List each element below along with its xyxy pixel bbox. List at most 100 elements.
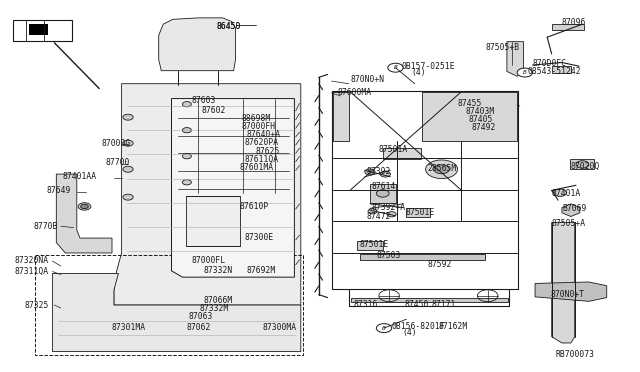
Polygon shape — [570, 159, 594, 169]
Circle shape — [576, 161, 589, 168]
Text: 87501A: 87501A — [379, 145, 408, 154]
Circle shape — [517, 68, 532, 77]
Text: 87450: 87450 — [404, 300, 429, 309]
Text: B: B — [394, 65, 397, 70]
Circle shape — [182, 180, 191, 185]
Circle shape — [182, 102, 191, 107]
Circle shape — [81, 204, 88, 209]
Text: 87455: 87455 — [458, 99, 482, 108]
Text: B: B — [523, 70, 527, 75]
Polygon shape — [507, 42, 524, 76]
Text: 87300E: 87300E — [244, 233, 274, 242]
Circle shape — [365, 169, 375, 175]
Text: 87505+B: 87505+B — [485, 43, 519, 52]
Text: (4): (4) — [402, 328, 417, 337]
Polygon shape — [370, 184, 396, 203]
Text: 87692M: 87692M — [246, 266, 276, 275]
Circle shape — [123, 140, 133, 146]
Text: 87392: 87392 — [366, 167, 390, 176]
Text: 87311QA: 87311QA — [14, 267, 48, 276]
Text: 87401AA: 87401AA — [63, 172, 97, 181]
Circle shape — [376, 190, 389, 197]
Text: 87625: 87625 — [256, 147, 280, 156]
Text: 87492: 87492 — [471, 123, 495, 132]
Text: (4): (4) — [412, 68, 426, 77]
Polygon shape — [186, 196, 240, 246]
Text: 87592: 87592 — [428, 260, 452, 269]
Circle shape — [388, 63, 403, 72]
Circle shape — [376, 324, 392, 333]
Text: 0B156-8201F: 0B156-8201F — [391, 322, 445, 331]
Text: 87332M: 87332M — [200, 304, 229, 312]
Text: 870N0+T: 870N0+T — [550, 290, 584, 299]
Text: 87501E: 87501E — [360, 240, 389, 249]
Text: 87063: 87063 — [189, 312, 213, 321]
Bar — [351, 298, 508, 302]
Polygon shape — [535, 282, 607, 301]
Text: B: B — [382, 326, 386, 331]
Text: 87503: 87503 — [376, 251, 401, 260]
Circle shape — [368, 209, 377, 214]
Text: 87401A: 87401A — [552, 189, 581, 198]
Text: 87620PA: 87620PA — [244, 138, 278, 147]
Bar — [29, 24, 48, 35]
Bar — [35, 255, 303, 355]
Polygon shape — [114, 84, 301, 305]
Text: 87301MA: 87301MA — [112, 323, 146, 332]
Bar — [13, 20, 72, 41]
Text: 87501E: 87501E — [405, 208, 435, 217]
Polygon shape — [383, 148, 421, 159]
Text: 87316: 87316 — [353, 300, 378, 309]
Circle shape — [387, 212, 396, 217]
Text: 87610P: 87610P — [240, 202, 269, 211]
Text: 87300MA: 87300MA — [262, 323, 296, 332]
Circle shape — [182, 154, 191, 159]
Circle shape — [554, 189, 566, 196]
Text: 87066M: 87066M — [204, 296, 233, 305]
Polygon shape — [406, 208, 430, 217]
Polygon shape — [52, 273, 301, 352]
Circle shape — [426, 160, 458, 179]
Text: 87332N: 87332N — [204, 266, 233, 275]
Text: 87601MA: 87601MA — [240, 163, 274, 172]
Circle shape — [78, 203, 91, 210]
Text: 87603: 87603 — [192, 96, 216, 105]
Text: B7069: B7069 — [562, 204, 586, 213]
Text: 87405: 87405 — [468, 115, 493, 124]
Text: 8770B: 8770B — [33, 222, 58, 231]
Polygon shape — [333, 92, 349, 141]
Circle shape — [434, 165, 449, 174]
Text: 87700: 87700 — [106, 158, 130, 167]
Text: RB700073: RB700073 — [556, 350, 595, 359]
Polygon shape — [562, 204, 580, 217]
Text: 87602: 87602 — [202, 106, 226, 115]
Text: 87000G: 87000G — [101, 139, 131, 148]
Text: 86450: 86450 — [216, 22, 241, 31]
Text: 88698M: 88698M — [242, 114, 271, 123]
Text: 87649: 87649 — [46, 186, 70, 195]
Text: 87162M: 87162M — [438, 322, 468, 331]
Circle shape — [123, 166, 133, 172]
Text: 87320NA: 87320NA — [14, 256, 48, 265]
Circle shape — [123, 114, 133, 120]
Text: 87392+A: 87392+A — [371, 203, 405, 212]
Polygon shape — [159, 18, 236, 71]
Text: 87472: 87472 — [366, 212, 390, 221]
Polygon shape — [422, 92, 517, 141]
Text: 87611QA: 87611QA — [244, 155, 278, 164]
Text: 87062: 87062 — [187, 323, 211, 332]
Text: 870N0+N: 870N0+N — [351, 76, 385, 84]
Text: 0B157-0251E: 0B157-0251E — [402, 62, 456, 71]
Text: 87505+A: 87505+A — [552, 219, 586, 228]
Text: 28565M: 28565M — [428, 164, 457, 173]
Text: 87096: 87096 — [562, 18, 586, 27]
Circle shape — [380, 171, 390, 177]
Text: 87000FH: 87000FH — [242, 122, 276, 131]
Text: 87640+A: 87640+A — [246, 130, 280, 139]
Circle shape — [123, 194, 133, 200]
Text: 87000FL: 87000FL — [192, 256, 226, 265]
Text: 87614: 87614 — [371, 182, 396, 191]
Polygon shape — [552, 222, 575, 343]
Text: 87020Q: 87020Q — [571, 162, 600, 171]
Circle shape — [182, 128, 191, 133]
